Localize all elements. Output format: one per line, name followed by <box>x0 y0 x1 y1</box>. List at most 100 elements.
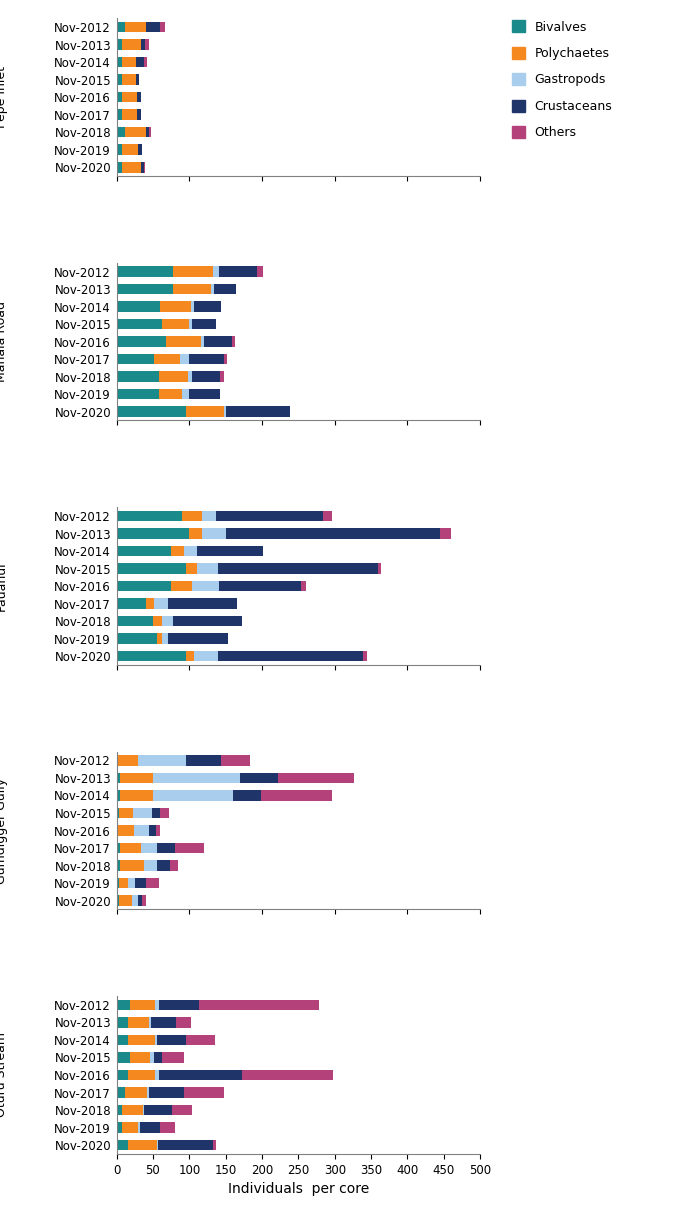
Bar <box>143 57 147 67</box>
Bar <box>118 825 134 836</box>
Bar <box>138 895 142 906</box>
Bar <box>363 651 367 662</box>
Bar <box>167 598 237 609</box>
Bar <box>117 1105 122 1115</box>
Bar <box>162 319 189 330</box>
Bar <box>215 510 323 521</box>
Bar <box>137 110 141 120</box>
Bar <box>182 389 189 399</box>
Bar <box>154 1053 163 1062</box>
Bar <box>156 634 163 643</box>
Bar <box>174 283 211 294</box>
Bar <box>117 615 153 626</box>
Bar <box>219 581 300 591</box>
Bar <box>117 389 158 399</box>
Bar <box>198 546 263 557</box>
Bar <box>191 302 193 311</box>
Bar <box>122 110 137 120</box>
Bar <box>182 510 202 521</box>
Bar <box>117 529 189 538</box>
Bar <box>193 302 222 311</box>
Bar <box>161 302 191 311</box>
Bar <box>145 22 146 32</box>
Bar <box>257 266 263 277</box>
Bar <box>226 407 290 418</box>
Bar <box>150 1053 154 1062</box>
Bar <box>180 354 189 364</box>
Bar <box>240 773 278 783</box>
Bar <box>220 371 224 382</box>
Bar <box>137 57 143 67</box>
Bar <box>156 1034 186 1045</box>
Bar <box>122 39 141 50</box>
Bar <box>184 1087 224 1098</box>
Bar <box>188 371 192 382</box>
Bar <box>117 266 174 277</box>
Bar <box>117 581 172 591</box>
Bar <box>145 127 150 138</box>
Bar <box>166 336 201 347</box>
Bar <box>221 755 250 766</box>
Bar <box>158 1070 242 1081</box>
Bar <box>174 266 213 277</box>
Bar <box>204 336 231 347</box>
Bar <box>186 755 221 766</box>
Y-axis label: Pepe Inlet: Pepe Inlet <box>0 66 8 128</box>
Bar <box>117 563 186 574</box>
Bar <box>128 1070 155 1081</box>
Bar <box>117 1053 130 1062</box>
Bar <box>117 162 122 172</box>
Bar <box>117 39 122 50</box>
Bar <box>128 878 134 889</box>
Bar <box>117 1140 128 1150</box>
Bar <box>126 127 145 138</box>
Bar <box>149 825 156 836</box>
Bar <box>155 1070 158 1081</box>
Bar <box>117 92 122 103</box>
Bar <box>137 92 141 103</box>
Bar <box>145 598 154 609</box>
Bar <box>168 634 228 643</box>
Bar <box>117 825 118 836</box>
Bar <box>158 371 188 382</box>
Bar <box>122 74 136 85</box>
Bar <box>143 162 145 172</box>
Bar <box>160 22 165 32</box>
Bar <box>133 808 152 818</box>
Bar <box>122 144 139 155</box>
Bar <box>117 1000 130 1010</box>
Bar <box>117 598 145 609</box>
Bar <box>117 302 161 311</box>
Bar <box>117 127 126 138</box>
Bar <box>150 127 151 138</box>
Bar <box>130 1053 150 1062</box>
Bar <box>186 407 224 418</box>
Bar <box>153 790 233 801</box>
Bar <box>323 510 332 521</box>
Bar <box>136 57 137 67</box>
Bar <box>145 878 158 889</box>
Bar <box>219 266 257 277</box>
Bar <box>261 790 332 801</box>
Bar <box>278 773 355 783</box>
Bar <box>144 1105 172 1115</box>
Bar <box>128 1034 155 1045</box>
Bar <box>185 546 198 557</box>
Bar <box>142 895 145 906</box>
Y-axis label: Oturu Stream: Oturu Stream <box>0 1033 8 1117</box>
Bar <box>153 773 240 783</box>
Bar <box>217 563 378 574</box>
Bar <box>117 144 122 155</box>
Bar <box>117 354 154 364</box>
Bar <box>117 371 158 382</box>
Bar <box>141 162 143 172</box>
Bar <box>213 266 219 277</box>
Legend: Bivalves, Polychaetes, Gastropods, Crustaceans, Others: Bivalves, Polychaetes, Gastropods, Crust… <box>508 17 616 143</box>
Bar <box>202 510 215 521</box>
Bar <box>155 1034 156 1045</box>
Bar <box>158 389 182 399</box>
Bar <box>117 755 118 766</box>
Bar <box>117 283 174 294</box>
Bar <box>119 878 128 889</box>
Bar <box>117 651 186 662</box>
